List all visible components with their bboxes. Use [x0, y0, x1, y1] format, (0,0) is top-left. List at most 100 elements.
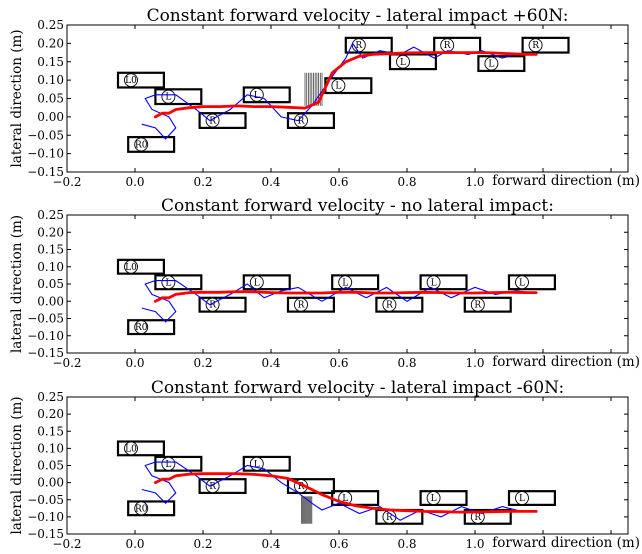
footstep-marker — [134, 137, 149, 152]
footstep-l-2: L — [154, 88, 203, 106]
footstep-l-4: L — [242, 455, 291, 472]
footstep-label: L — [400, 58, 406, 68]
footstep-l-8: L — [388, 53, 438, 71]
footstep-label: L — [165, 460, 171, 470]
x-tick-label: 1.0 — [465, 175, 484, 189]
footstep-box — [116, 258, 166, 275]
footstep-label: R — [474, 301, 481, 311]
footstep-label: R — [209, 482, 216, 492]
footstep-label: R — [444, 41, 451, 51]
footstep-r0-1: R0 — [127, 135, 176, 153]
y-tick-label: −0.15 — [27, 165, 64, 179]
footstep-marker — [396, 54, 410, 69]
footstep-label: L — [254, 278, 260, 288]
y-tick-label: 0.10 — [37, 73, 64, 87]
footstep-label: R0 — [135, 504, 148, 514]
chart-title: Constant forward velocity - lateral impa… — [151, 378, 564, 398]
y-axis-label: lateral direction (m) — [9, 396, 25, 534]
y-tick-label: 0.10 — [37, 441, 64, 455]
footstep-box — [419, 274, 468, 291]
footstep-label: L — [431, 494, 437, 504]
footstep-box — [116, 71, 166, 89]
footstep-l-6: L — [331, 274, 380, 291]
y-tick-label: −0.15 — [27, 346, 64, 360]
footstep-marker — [382, 297, 397, 312]
footstep-r-11: R — [521, 36, 570, 54]
footstep-label: R — [298, 482, 305, 492]
x-tick-label: 0.2 — [193, 537, 212, 551]
y-axis-label: lateral direction (m) — [9, 215, 25, 353]
footstep-box — [154, 88, 203, 106]
footstep-label: L — [335, 82, 341, 92]
zmp-trajectory — [141, 461, 533, 521]
footstep-r-9: R — [433, 36, 482, 54]
footstep-box — [331, 274, 380, 291]
footstep-r0-1: R0 — [127, 500, 176, 517]
footstep-l-10: L — [477, 55, 526, 73]
x-tick-label: 0.4 — [261, 175, 280, 189]
footstep-l0-0: L0 — [116, 440, 166, 457]
footstep-box — [463, 508, 512, 525]
y-tick-label: −0.10 — [27, 329, 64, 343]
y-tick-label: −0.10 — [27, 147, 64, 161]
chart-title: Constant forward velocity - no lateral i… — [161, 196, 554, 216]
footstep-box — [388, 53, 438, 71]
footstep-box — [419, 490, 468, 506]
impact-lines — [301, 496, 313, 524]
x-tick-label: 0.0 — [125, 356, 144, 370]
footstep-marker — [484, 56, 499, 71]
subplot-2: Constant forward velocity - no lateral i… — [9, 196, 640, 370]
footstep-label: L — [165, 93, 171, 103]
footstep-label: L0 — [125, 444, 137, 454]
footstep-marker — [338, 275, 353, 290]
footstep-box — [375, 296, 424, 313]
com-trajectory — [153, 472, 538, 514]
footstep-label: R — [355, 41, 362, 51]
x-tick-label: 0.4 — [261, 356, 280, 370]
footstep-l0-0: L0 — [116, 258, 166, 275]
com-trajectory — [153, 51, 538, 119]
y-tick-label: 0.05 — [37, 277, 64, 291]
y-tick-label: 0.05 — [37, 92, 64, 106]
footstep-marker — [331, 78, 346, 93]
y-tick-label: 0.25 — [37, 208, 64, 222]
footstep-marker — [515, 491, 529, 505]
y-tick-label: 0.00 — [37, 476, 64, 490]
plot-frame — [66, 24, 629, 173]
footstep-label: L — [519, 494, 525, 504]
plot-frame — [66, 396, 629, 535]
x-tick-label: 0.2 — [193, 356, 212, 370]
footstep-box — [477, 55, 526, 73]
y-tick-label: 0.15 — [37, 55, 64, 69]
footstep-box — [507, 274, 557, 291]
footstep-box — [242, 86, 291, 104]
y-tick-label: 0.20 — [37, 407, 64, 421]
footstep-label: R — [298, 117, 305, 127]
footstep-label: R — [386, 513, 393, 523]
subplot-3: Constant forward velocity - lateral impa… — [9, 378, 640, 551]
footstep-label: L — [254, 460, 260, 470]
footstep-box — [286, 478, 336, 495]
footstep-box — [116, 440, 166, 457]
subplot-1: Constant forward velocity - lateral impa… — [9, 6, 640, 189]
x-tick-label: 0.8 — [397, 175, 416, 189]
footstep-box — [286, 296, 336, 313]
footstep-l-8: L — [419, 490, 468, 506]
footstep-label: L — [165, 278, 171, 288]
footstep-marker — [134, 320, 149, 335]
footstep-box — [521, 36, 570, 54]
y-tick-label: −0.05 — [27, 312, 64, 326]
footstep-box — [286, 112, 336, 129]
x-tick-label: −0.2 — [52, 356, 81, 370]
x-tick-label: 0.6 — [329, 537, 348, 551]
footstep-r-5: R — [286, 296, 336, 313]
footstep-l-10: L — [507, 274, 557, 291]
x-tick-label: 0.8 — [397, 356, 416, 370]
footstep-r-7: R — [344, 36, 393, 54]
footstep-label: R0 — [135, 323, 148, 333]
footstep-marker — [161, 275, 176, 290]
footstep-r0-1: R0 — [127, 319, 176, 336]
footstep-marker — [515, 275, 529, 290]
x-axis-label: forward direction (m) — [492, 354, 640, 370]
